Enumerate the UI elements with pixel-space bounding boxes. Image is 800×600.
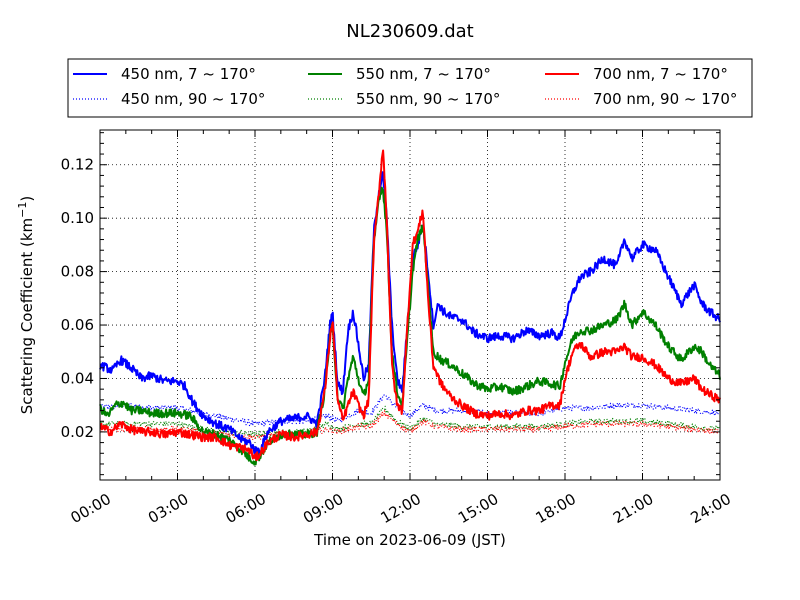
y-tick-label: 0.02	[61, 423, 94, 441]
x-tick-label: 21:00	[610, 490, 656, 527]
legend-label: 450 nm, 90 ~ 170°	[121, 90, 265, 108]
legend: 450 nm, 7 ~ 170° 450 nm, 90 ~ 170° 550 nm,…	[67, 58, 753, 118]
legend-label: 550 nm, 7 ~ 170°	[356, 65, 491, 83]
y-axis-label-close: )	[18, 196, 36, 202]
series-layer	[99, 149, 721, 466]
x-tick-label: 09:00	[300, 490, 346, 527]
y-axis-label-main: Scattering Coefficient (km	[18, 218, 36, 414]
grid	[100, 130, 720, 480]
legend-box	[67, 58, 753, 118]
y-axis-label: Scattering Coefficient (km−1)	[16, 196, 36, 415]
x-tick-label: 15:00	[455, 490, 501, 527]
legend-label: 450 nm, 7 ~ 170°	[121, 65, 256, 83]
chart-title: NL230609.dat	[346, 21, 473, 42]
x-tick-label: 24:00	[688, 490, 734, 527]
y-tick-labels: 0.02 0.04 0.06 0.08 0.10 0.12	[61, 156, 94, 441]
x-tick-label: 18:00	[533, 490, 579, 527]
x-tick-label: 03:00	[145, 490, 191, 527]
x-tick-label: 00:00	[68, 490, 114, 527]
x-tick-label: 12:00	[378, 490, 424, 527]
series-line	[99, 149, 721, 462]
legend-label: 550 nm, 90 ~ 170°	[356, 90, 500, 108]
series-line	[99, 405, 721, 438]
y-tick-label: 0.12	[61, 156, 94, 174]
y-tick-label: 0.04	[61, 369, 94, 387]
legend-label: 700 nm, 90 ~ 170°	[593, 90, 737, 108]
legend-label: 700 nm, 7 ~ 170°	[593, 65, 728, 83]
x-tick-labels: 00:00 03:00 06:00 09:00 12:00 15:00 18:00 21:00…	[68, 490, 734, 527]
y-tick-label: 0.08	[61, 263, 94, 281]
ticks	[99, 130, 721, 480]
y-tick-label: 0.06	[61, 316, 94, 334]
y-tick-label: 0.10	[61, 209, 94, 227]
y-axis-label-sup: −1	[16, 202, 29, 218]
x-tick-label: 06:00	[223, 490, 269, 527]
x-axis-label: Time on 2023-06-09 (JST)	[313, 531, 506, 549]
